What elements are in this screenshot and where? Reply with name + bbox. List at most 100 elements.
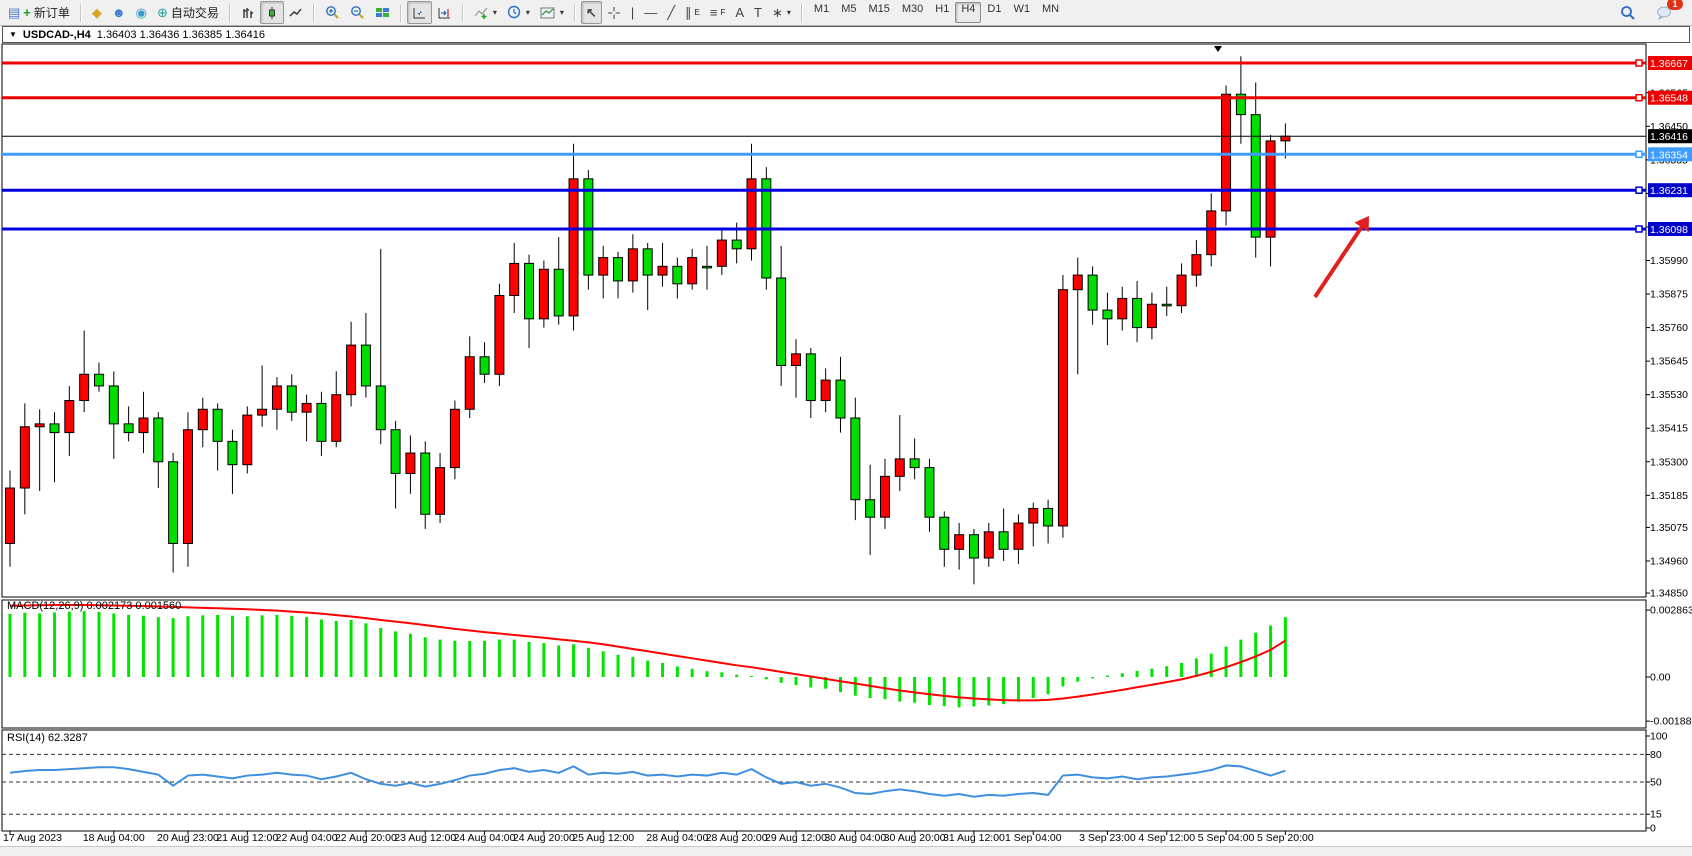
- templates-button[interactable]: ▾: [535, 1, 569, 24]
- chart-symbol-header[interactable]: ▼ USDCAD-,H4 1.36403 1.36436 1.36385 1.3…: [2, 26, 1690, 43]
- candle-body: [1250, 114, 1261, 238]
- trend-arrow-head[interactable]: [1354, 216, 1369, 232]
- horizontal-line-icon: —: [644, 5, 658, 20]
- candle-body: [1235, 93, 1246, 116]
- time-axis-label: 30 Aug 20:00: [884, 832, 946, 844]
- timeframe-w1-button[interactable]: W1: [1013, 3, 1030, 15]
- arrows-icon: ∗: [771, 5, 783, 20]
- candle-body: [642, 248, 653, 276]
- profile-button[interactable]: ☻: [107, 1, 131, 24]
- vertical-line-icon: |: [630, 5, 635, 20]
- candle-body: [716, 239, 727, 267]
- market-button[interactable]: ◆: [87, 1, 107, 24]
- rsi-label: RSI(14) 62.3287: [7, 732, 88, 744]
- rsi-axis-label: 15: [1650, 809, 1662, 821]
- candle-body: [1043, 507, 1054, 527]
- candle-body: [360, 344, 371, 387]
- trendline-button[interactable]: ╱: [662, 1, 680, 24]
- price-axis-label: 1.35760: [1650, 322, 1688, 334]
- chat-button[interactable]: 1: [1651, 0, 1683, 24]
- rsi-axis-label: 50: [1650, 777, 1662, 789]
- price-line-handle[interactable]: [1635, 225, 1643, 233]
- price-badge-label: 1.36098: [1650, 224, 1688, 236]
- chart-shift-button[interactable]: [432, 1, 457, 24]
- timeframe-h1-button[interactable]: H1: [935, 3, 950, 15]
- periods-button[interactable]: ▾: [502, 1, 535, 24]
- price-badge: [1648, 147, 1692, 162]
- timeframe-m30-button[interactable]: M30: [901, 3, 924, 15]
- timeframe-m1-button[interactable]: M1: [813, 3, 830, 15]
- candlestick-chart-button[interactable]: [259, 1, 284, 24]
- timeframe-h4-button[interactable]: H4: [955, 2, 982, 23]
- price-axis-label: 1.35875: [1650, 289, 1688, 301]
- macd-label: MACD(12,26,9) 0.002173 0.001560: [7, 600, 181, 612]
- timeframe-toolbar: M1 M5 M15 M30 H1 H4 D1 W1 MN: [805, 0, 1068, 25]
- new-order-button[interactable]: ▤ + 新订单: [3, 1, 75, 24]
- candle-body: [79, 373, 90, 402]
- bar-chart-button[interactable]: [236, 1, 260, 24]
- timeframe-mn-button[interactable]: MN: [1041, 3, 1060, 15]
- timeframe-m15-button[interactable]: M15: [868, 3, 890, 15]
- signal-icon: ◉: [135, 5, 147, 20]
- trendline-icon: ╱: [667, 5, 676, 20]
- tile-windows-button[interactable]: [370, 1, 395, 24]
- candle-body: [212, 408, 223, 442]
- chart-shift-marker[interactable]: [1214, 46, 1222, 52]
- time-axis-label: 30 Aug 04:00: [824, 832, 886, 844]
- time-axis-label: 24 Aug 04:00: [454, 832, 516, 844]
- candle-body: [509, 262, 520, 297]
- candle-body: [138, 417, 149, 434]
- candle-body: [108, 385, 119, 425]
- arrows-button[interactable]: ∗ ▾: [767, 1, 796, 24]
- time-axis-label: 31 Aug 12:00: [943, 832, 1005, 844]
- auto-trading-button[interactable]: ⊕ 自动交易: [152, 1, 224, 24]
- candle-body: [1087, 274, 1098, 311]
- candle-body: [271, 385, 282, 410]
- search-icon: [1621, 5, 1635, 20]
- cursor-button[interactable]: ↖: [580, 1, 602, 24]
- crosshair-button[interactable]: [602, 1, 626, 24]
- price-line-handle[interactable]: [1635, 59, 1643, 67]
- text-button[interactable]: A: [730, 1, 749, 24]
- candle-body: [998, 531, 1009, 550]
- search-button[interactable]: [1615, 1, 1641, 24]
- candle-body: [627, 248, 638, 282]
- channel-button[interactable]: ∥ E: [685, 5, 700, 20]
- candle-body: [93, 373, 104, 387]
- globe-icon: ⊕: [156, 5, 168, 20]
- collapse-icon[interactable]: ▼: [9, 30, 17, 39]
- signals-button[interactable]: ◉: [131, 1, 152, 24]
- candle-body: [435, 467, 446, 515]
- timeframe-d1-button[interactable]: D1: [987, 3, 1002, 15]
- fibonacci-button[interactable]: ≡ F: [709, 5, 726, 20]
- candle-body: [909, 458, 920, 469]
- price-badge-label: 1.36667: [1650, 58, 1688, 70]
- price-line-handle[interactable]: [1635, 93, 1643, 102]
- dropdown-caret-icon: ▾: [786, 8, 791, 17]
- main-price-panel: [1, 43, 1647, 598]
- crosshair-icon: [607, 6, 620, 19]
- trend-arrow-shaft[interactable]: [1313, 221, 1367, 299]
- auto-scroll-button[interactable]: [406, 1, 432, 24]
- chat-unread-badge: 1: [1667, 0, 1683, 10]
- price-axis-label: 1.35300: [1650, 456, 1688, 468]
- text-icon: A: [735, 5, 745, 20]
- vertical-line-button[interactable]: |: [626, 1, 639, 24]
- candle-body: [687, 257, 698, 285]
- timeframe-m5-button[interactable]: M5: [841, 3, 857, 15]
- time-axis-label: 28 Aug 20:00: [706, 832, 768, 844]
- price-line-handle[interactable]: [1635, 150, 1643, 159]
- text-label-button[interactable]: T: [749, 1, 767, 24]
- candle-body: [182, 429, 193, 544]
- price-line-handle[interactable]: [1635, 186, 1643, 194]
- line-chart-button[interactable]: [284, 1, 308, 24]
- dropdown-caret-icon: ▾: [525, 8, 530, 17]
- zoom-out-button[interactable]: [345, 1, 370, 24]
- indicators-button[interactable]: ▾: [469, 1, 502, 24]
- candle-body: [5, 487, 15, 544]
- zoom-in-button[interactable]: [320, 1, 345, 24]
- rsi-panel: [1, 729, 1647, 832]
- horizontal-line-button[interactable]: —: [639, 1, 662, 24]
- chart-canvas[interactable]: 1.365651.364501.363351.362201.361051.359…: [0, 26, 1692, 856]
